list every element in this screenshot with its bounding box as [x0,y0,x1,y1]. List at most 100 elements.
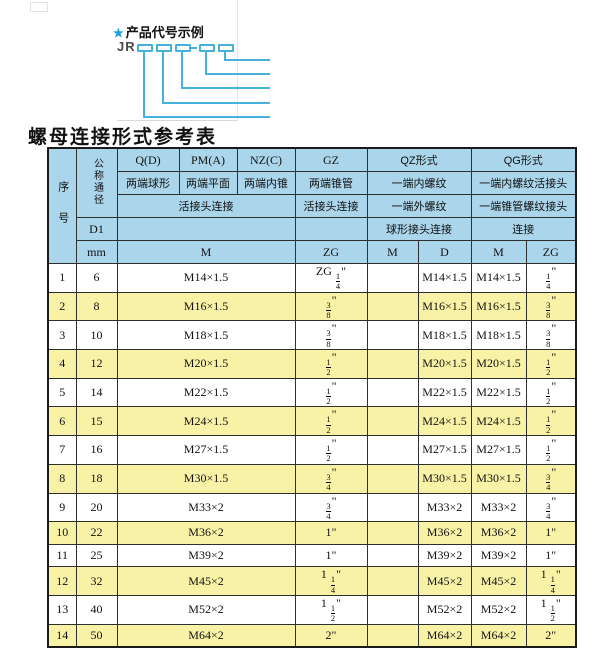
cell-zg: 3 8 " [294,320,368,351]
table-row: 6 15 M24×1.5 1 2 " M24×1.5 M24×1.5 1 2 " [47,406,577,437]
cell-qg-m: M24×1.5 [470,406,527,437]
header-m-c: M [470,240,527,264]
cell-dn: 50 [75,623,118,648]
code-box-2 [156,44,172,52]
header-col-q: Q(D) [116,147,180,172]
table-row: 11 25 M39×2 1" M39×2 M39×2 1" [47,543,577,568]
cell-qg-zg: 2" [525,623,577,648]
cell-qg-zg: 1 2 " [525,435,577,465]
diagram-heading: ★ 产品代号示例 [113,22,204,41]
cell-dn: 18 [75,463,118,494]
cell-dn: 22 [75,521,118,545]
cell-m: M33×2 [116,492,296,523]
cell-zg: 1" [294,521,368,545]
table-row: 2 8 M16×1.5 3 8 " M16×1.5 M16×1.5 3 8 " [47,291,577,322]
cell-qz-d: M27×1.5 [417,435,472,465]
table-body: 1 6 M14×1.5 ZG 1 4 " M14×1.5 M14×1.5 1 4 " 2… [47,263,577,648]
cell-dn: 12 [75,349,118,379]
cell-qz-m [366,263,419,293]
cell-dn: 16 [75,435,118,465]
cell-qg-zg: 3 8 " [525,320,577,351]
header-mm: mm [75,240,118,264]
cell-no: 6 [47,406,77,437]
cell-zg: 1 2 " [294,435,368,465]
header-col-qz: QZ形式 [366,147,472,172]
header-m-b: M [366,240,419,264]
cell-qz-d: M39×2 [417,543,472,568]
header-nz-desc: 两端内锥 [236,171,296,195]
header-qz-desc3: 球形接头连接 [366,217,472,241]
table-row: 10 22 M36×2 1" M36×2 M36×2 1" [47,521,577,545]
cell-qz-d: M64×2 [417,623,472,648]
table-row: 8 18 M30×1.5 3 4 " M30×1.5 M30×1.5 3 4 " [47,463,577,494]
table-row: 5 14 M22×1.5 1 2 " M22×1.5 M22×1.5 1 2 " [47,377,577,408]
code-box-1 [137,44,153,52]
header-col-pm: PM(A) [178,147,238,172]
header-empty-cell [116,217,296,241]
cell-no: 14 [47,623,77,648]
cell-dn: 10 [75,320,118,351]
cell-qg-zg: 3 4 " [525,492,577,523]
product-code-prefix: JR [117,39,136,54]
cell-qz-m [366,492,419,523]
connector-line [143,51,270,118]
header-union-b: 活接头连接 [294,194,368,218]
cell-zg: 1 2 " [294,406,368,437]
cell-dn: 32 [75,566,118,597]
cell-qg-m: M22×1.5 [470,377,527,408]
cell-qz-m [366,377,419,408]
cell-qz-m [366,320,419,351]
cell-qg-zg: 3 8 " [525,291,577,322]
cell-no: 1 [47,263,77,293]
cell-dn: 40 [75,595,118,625]
cell-m: M20×1.5 [116,349,296,379]
cell-no: 10 [47,521,77,545]
cell-m: M39×2 [116,543,296,568]
table-row: 1 6 M14×1.5 ZG 1 4 " M14×1.5 M14×1.5 1 4 " [47,263,577,293]
cell-qz-d: M36×2 [417,521,472,545]
cell-qz-m [366,291,419,322]
catalog-page: { "colors":{ "header_blue":"#aad5ea", "r… [28,0,577,648]
header-seq: 序号 [47,147,77,264]
cell-qg-m: M52×2 [470,595,527,625]
cell-qg-m: M33×2 [470,492,527,523]
cell-qg-m: M16×1.5 [470,291,527,322]
table-row: 4 12 M20×1.5 1 2 " M20×1.5 M20×1.5 1 2 " [47,349,577,379]
cell-m: M16×1.5 [116,291,296,322]
diagram-heading-text: 产品代号示例 [125,25,204,40]
cell-qg-m: M45×2 [470,566,527,597]
cell-qz-m [366,463,419,494]
cell-qz-d: M33×2 [417,492,472,523]
cell-no: 8 [47,463,77,494]
cell-zg: 1 2 " [294,349,368,379]
cell-dn: 8 [75,291,118,322]
cell-zg: 1 1 2 " [294,595,368,625]
cell-qg-m: M14×1.5 [470,263,527,293]
cell-dn: 20 [75,492,118,523]
header-empty-cell [294,217,368,241]
cell-qz-d: M30×1.5 [417,463,472,494]
code-dash-separator [190,47,197,49]
header-m-a: M [116,240,296,264]
cell-qg-zg: 1 2 " [525,377,577,408]
table-row: 3 10 M18×1.5 3 8 " M18×1.5 M18×1.5 3 8 " [47,320,577,351]
cell-qz-d: M18×1.5 [417,320,472,351]
cell-qg-zg: 1" [525,543,577,568]
header-union-a: 活接头连接 [116,194,296,218]
cell-no: 4 [47,349,77,379]
cell-qz-m [366,623,419,648]
nut-connection-reference-table: 序号 公称通径 Q(D) PM(A) NZ(C) GZ QZ形式 QG形式 两端… [47,147,577,648]
cell-qg-zg: 1 2 " [525,406,577,437]
cell-m: M64×2 [116,623,296,648]
cell-qz-d: M22×1.5 [417,377,472,408]
header-d-b: D [417,240,472,264]
cell-m: M22×1.5 [116,377,296,408]
cell-qg-zg: 1 2 " [525,349,577,379]
cell-m: M45×2 [116,566,296,597]
connector-line [224,51,270,61]
cell-zg: 1 1 4 " [294,566,368,597]
code-box-5 [218,44,234,52]
cell-no: 9 [47,492,77,523]
cell-qz-d: M45×2 [417,566,472,597]
header-seq-label: 序号 [56,180,69,243]
